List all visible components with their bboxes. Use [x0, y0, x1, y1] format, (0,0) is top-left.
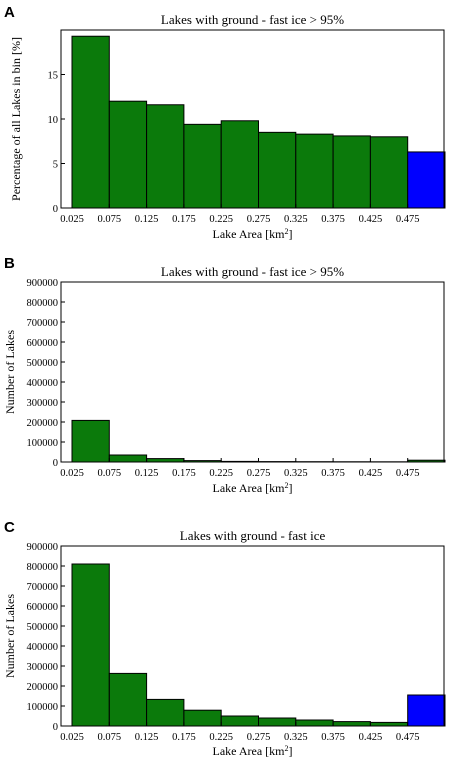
bar-0.025: [71, 419, 110, 463]
y-tick-label: 900000: [27, 542, 59, 553]
bar-0.425: [369, 136, 409, 209]
panel-letter: B: [4, 255, 15, 272]
x-axis-label: Lake Area [km2]: [213, 481, 293, 496]
x-tick-label: 0.025: [60, 468, 84, 479]
y-tick-label: 800000: [27, 298, 59, 309]
y-tick-label: 200000: [27, 682, 59, 693]
bar-0.375: [332, 721, 371, 727]
x-tick-label: 0.425: [359, 468, 383, 479]
y-tick-label: 600000: [27, 602, 59, 613]
bar-0.225: [220, 120, 259, 209]
chart-panel-a: A Lakes with ground - fast ice > 95% 0.025…: [4, 4, 446, 242]
y-tick-label: 15: [48, 71, 59, 82]
y-tick-label: 10: [48, 115, 59, 126]
bar-0.225: [220, 715, 259, 727]
y-tick-label: 300000: [27, 662, 59, 673]
chart-title: Lakes with ground - fast ice > 95%: [161, 12, 344, 27]
x-tick-label: 0.325: [284, 214, 308, 225]
y-tick-label: 500000: [27, 622, 59, 633]
bar-0.125: [146, 698, 185, 727]
y-axis-label: Number of Lakes: [3, 330, 17, 414]
x-tick-label: 0.175: [172, 468, 196, 479]
x-tick-label: 0.475: [396, 214, 420, 225]
x-tick-label: 0.225: [209, 468, 233, 479]
bar-0.475: [407, 694, 446, 727]
x-tick-label: 0.375: [321, 732, 345, 743]
panel-letter: C: [4, 519, 15, 536]
bar-0.475: [407, 151, 446, 209]
y-tick-label: 0: [53, 458, 58, 469]
chart-panel-b: B Lakes with ground - fast ice > 95% 0.025…: [3, 255, 446, 496]
bar-0.425: [369, 721, 409, 727]
x-tick-label: 0.175: [172, 732, 196, 743]
chart-title: Lakes with ground - fast ice: [180, 528, 326, 543]
y-axis-label: Number of Lakes: [3, 594, 17, 678]
bar-0.075: [108, 100, 148, 209]
y-tick-label: 100000: [27, 438, 59, 449]
x-tick-label: 0.125: [135, 214, 159, 225]
bar-0.125: [146, 104, 185, 209]
x-tick-label: 0.325: [284, 732, 308, 743]
y-tick-label: 800000: [27, 562, 59, 573]
y-tick-label: 700000: [27, 318, 59, 329]
bar-0.275: [258, 131, 297, 209]
y-tick-label: 400000: [27, 642, 59, 653]
x-tick-label: 0.025: [60, 214, 84, 225]
y-tick-label: 500000: [27, 358, 59, 369]
x-tick-label: 0.275: [247, 732, 271, 743]
x-tick-label: 0.275: [247, 468, 271, 479]
x-tick-label: 0.125: [135, 732, 159, 743]
y-tick-label: 100000: [27, 702, 59, 713]
bar-0.175: [183, 709, 222, 727]
x-tick-label: 0.175: [172, 214, 196, 225]
x-tick-label: 0.375: [321, 214, 345, 225]
bar-0.325: [295, 133, 334, 209]
bar-0.375: [332, 135, 371, 209]
x-tick-label: 0.475: [396, 732, 420, 743]
x-tick-label: 0.125: [135, 468, 159, 479]
x-tick-label: 0.425: [359, 214, 383, 225]
x-axis-label: Lake Area [km2]: [213, 227, 293, 242]
x-tick-label: 0.225: [209, 732, 233, 743]
y-tick-label: 0: [53, 722, 58, 733]
bar-0.125: [146, 458, 185, 463]
y-tick-label: 5: [53, 160, 58, 171]
x-tick-label: 0.425: [359, 732, 383, 743]
bar-0.025: [71, 563, 110, 727]
bar-0.025: [71, 35, 110, 209]
chart-title: Lakes with ground - fast ice > 95%: [161, 264, 344, 279]
y-tick-label: 400000: [27, 378, 59, 389]
bar-0.275: [258, 717, 297, 727]
bar-0.175: [183, 123, 222, 209]
x-axis-label: Lake Area [km2]: [213, 744, 293, 757]
bar-0.075: [108, 672, 148, 727]
y-tick-label: 200000: [27, 418, 59, 429]
y-tick-label: 900000: [27, 278, 59, 289]
y-tick-label: 300000: [27, 398, 59, 409]
panel-letter: A: [4, 4, 15, 21]
y-tick-label: 0: [53, 204, 58, 215]
bar-0.325: [295, 719, 334, 727]
x-tick-label: 0.025: [60, 732, 84, 743]
x-tick-label: 0.475: [396, 468, 420, 479]
x-tick-label: 0.275: [247, 214, 271, 225]
bar-0.075: [108, 454, 148, 463]
y-tick-label: 600000: [27, 338, 59, 349]
x-tick-label: 0.225: [209, 214, 233, 225]
y-tick-label: 700000: [27, 582, 59, 593]
x-tick-label: 0.075: [97, 732, 121, 743]
chart-panel-c: C Lakes with ground - fast ice 0.025 0.075 0…: [3, 519, 446, 757]
plot-frame: [60, 545, 445, 727]
x-tick-label: 0.325: [284, 468, 308, 479]
x-tick-label: 0.375: [321, 468, 345, 479]
x-tick-label: 0.075: [97, 468, 121, 479]
y-axis-label: Percentage of all Lakes in bin [%]: [9, 37, 23, 201]
plot-frame: [60, 281, 445, 463]
x-tick-label: 0.075: [97, 214, 121, 225]
